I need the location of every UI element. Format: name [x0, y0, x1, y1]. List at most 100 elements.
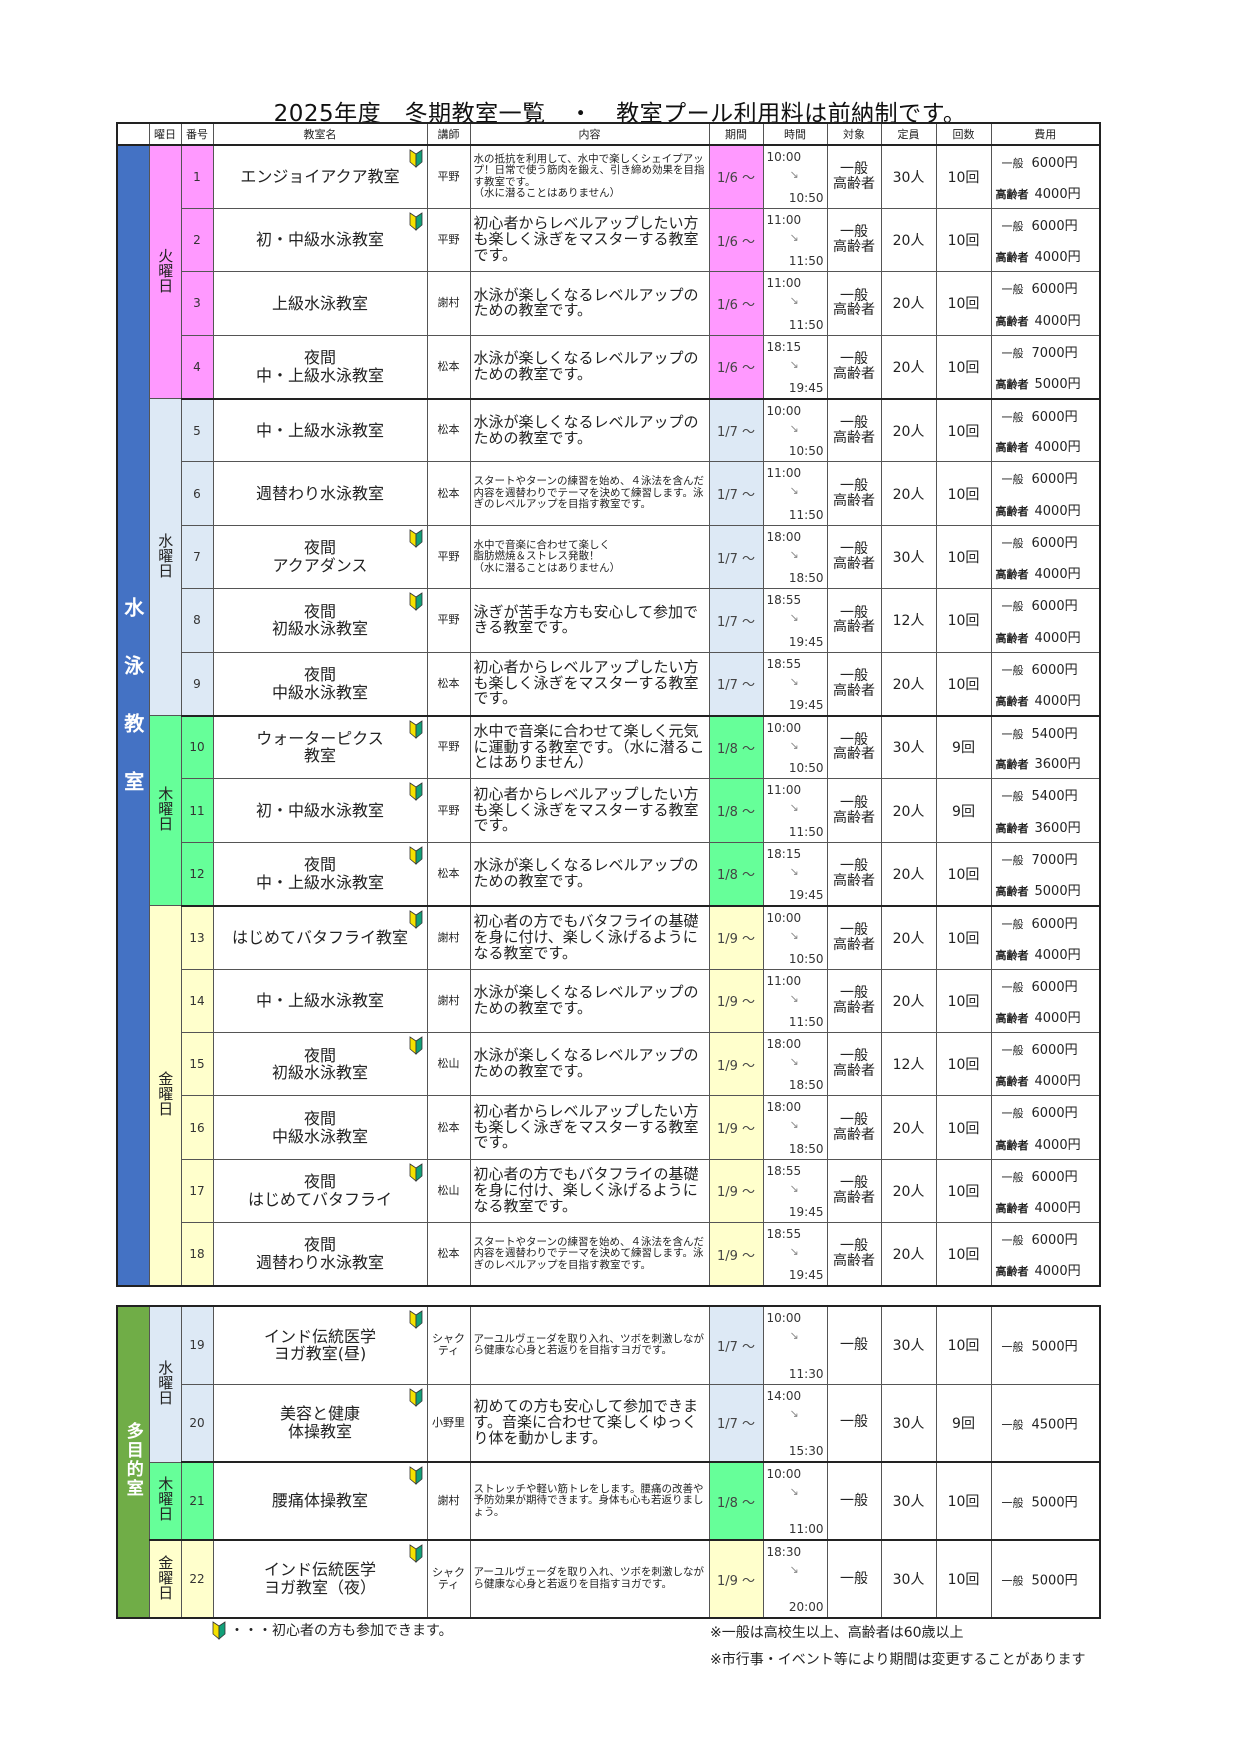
end-time: 19:45 — [788, 380, 824, 395]
target: 高齢者 — [833, 619, 875, 636]
fee-line: 高齢者 4000円 — [996, 500, 1081, 519]
class-row: 金曜日 22 インド伝統医学 ヨガ教室（夜） シャクティ アーユルヴェーダを取り入れ、ツ… — [117, 1539, 1101, 1619]
beginner-mark-icon — [409, 1310, 422, 1329]
teacher: 平野 — [426, 778, 471, 843]
class-row: 11 初・中級水泳教室 平野 初心者からレベルアップしたい方も楽しく泳ぎをマスターする… — [117, 778, 1101, 843]
class-number: 5 — [180, 398, 214, 463]
target: 一般 — [840, 1492, 868, 1509]
class-description: 水の抵抗を利用して、水中で楽しくシェイプアップ！日常で使う筋肉を鍛え、引き締め効… — [469, 144, 710, 209]
fee-amount: 6000円 — [1031, 1169, 1078, 1185]
class-description: 初めての方も安心して参加できます。音楽に合わせて楽しくゆっくり体を動かします。 — [469, 1383, 710, 1463]
target-cell: 一般 高齢者 — [826, 271, 882, 336]
header-blank — [117, 123, 149, 146]
start-time: 18:55 — [766, 656, 802, 671]
fee-line: 高齢者 5000円 — [996, 880, 1081, 899]
fee-label: 高齢者 — [995, 1265, 1029, 1279]
time-cell: 18:00 ↘ 18:50 — [762, 1095, 828, 1160]
fee-line: 高齢者 4000円 — [996, 563, 1081, 582]
fee-label: 高齢者 — [995, 251, 1029, 265]
start-time: 10:00 — [766, 910, 802, 925]
target-cell: 一般 高齢者 — [826, 1031, 882, 1097]
arrow-down-right-icon: ↘ — [789, 738, 799, 752]
class-row: 3 上級水泳教室 謝村 水泳が楽しくなるレベルアップのための教室です。 1/6 ～ 11:… — [117, 271, 1101, 336]
target-cell: 一般 — [826, 1383, 882, 1463]
target-cell: 一般 高齢者 — [826, 715, 882, 780]
target-cell: 一般 高齢者 — [826, 588, 882, 653]
teacher: 平野 — [426, 524, 471, 590]
fee-line: 一般 6000円 — [1002, 532, 1078, 551]
fee-amount: 6000円 — [1031, 409, 1078, 425]
day-label-cell: 火曜日 — [148, 144, 182, 400]
end-time: 18:50 — [788, 1141, 824, 1156]
fee-line: 一般 5400円 — [1002, 723, 1078, 742]
class-number: 2 — [180, 207, 214, 273]
class-name-cell: インド伝統医学 ヨガ教室（夜） — [212, 1539, 428, 1619]
end-time: 11:50 — [788, 824, 824, 839]
end-time: 11:50 — [788, 317, 824, 332]
fee-amount: 7000円 — [1031, 345, 1078, 361]
class-description: アーユルヴェーダを取り入れ、ツボを刺激しながら健康な心身と若返りを目指すヨガです… — [469, 1305, 710, 1385]
target: 高齢者 — [833, 302, 875, 319]
time-cell: 10:00 ↘ 10:50 — [762, 144, 828, 209]
end-time: 19:45 — [788, 1205, 824, 1220]
class-name: 夜間 中級水泳教室 — [271, 1108, 368, 1146]
class-row: 木曜日 10 ウォーターピクス 教室 平野 水中で音楽に合わせて楽しく元気に運動する教室… — [117, 715, 1101, 907]
fee-label: 高齢者 — [995, 694, 1029, 708]
session-count: 10回 — [935, 905, 992, 970]
class-row: 16 夜間 中級水泳教室 松本 初心者からレベルアップしたい方も楽しく泳ぎをマスターす… — [117, 1095, 1101, 1160]
end-time: 11:50 — [788, 1014, 824, 1029]
class-row: 18 夜間 週替わり水泳教室 松本 スタートやターンの練習を始め、４泳法を含んだ内容を… — [117, 1222, 1101, 1288]
class-name-cell: インド伝統医学 ヨガ教室(昼) — [212, 1305, 428, 1385]
teacher: 平野 — [426, 144, 471, 209]
fee-label: 高齢者 — [995, 948, 1029, 962]
class-name-cell: 初・中級水泳教室 — [212, 207, 428, 273]
end-time: 11:50 — [788, 507, 824, 522]
class-row: 7 夜間 アクアダンス 平野 水中で音楽に合わせて楽しく 脂肪燃焼＆ストレス発散！ （… — [117, 524, 1101, 590]
class-name-cell: 夜間 週替わり水泳教室 — [212, 1222, 428, 1288]
teacher: 松本 — [426, 461, 471, 526]
target: 高齢者 — [833, 365, 875, 382]
start-time: 11:00 — [766, 973, 802, 988]
fee-amount: 6000円 — [1031, 979, 1078, 995]
period: 1/9 ～ — [708, 1539, 764, 1619]
target: 高齢者 — [833, 1253, 875, 1270]
fee-cell: 一般 5000円 — [990, 1539, 1101, 1619]
fee-amount: 7000円 — [1031, 852, 1078, 868]
period: 1/7 ～ — [708, 651, 764, 717]
class-number: 20 — [180, 1383, 214, 1463]
time-cell: 11:00 ↘ 11:50 — [762, 778, 828, 843]
period: 1/7 ～ — [708, 588, 764, 653]
beginner-mark-icon — [409, 909, 422, 929]
teacher: 平野 — [426, 588, 471, 653]
target: 高齢者 — [833, 936, 875, 953]
time-cell: 18:15 ↘ 19:45 — [762, 334, 828, 400]
end-time: 19:45 — [788, 634, 824, 649]
capacity: 30人 — [880, 1305, 937, 1385]
capacity: 20人 — [880, 1222, 937, 1288]
beginner-mark-icon — [409, 149, 422, 168]
class-number: 8 — [180, 588, 214, 653]
start-time: 10:00 — [766, 403, 802, 418]
capacity: 12人 — [880, 1031, 937, 1097]
capacity: 20人 — [880, 968, 937, 1033]
session-count: 10回 — [935, 1305, 992, 1385]
fee-line: 一般 7000円 — [1002, 849, 1078, 868]
teacher: 松本 — [426, 1222, 471, 1288]
fee-amount: 4000円 — [1034, 313, 1081, 329]
multipurpose-schedule-table: 多目的室 水曜日 19 インド伝統医学 ヨガ教室(昼) シャクティ アーユルヴェーダを取り… — [116, 1305, 1101, 1619]
class-name: ウォーターピクス 教室 — [256, 728, 384, 766]
teacher: 謝村 — [426, 905, 471, 970]
end-time: 11:30 — [788, 1366, 824, 1381]
class-number: 17 — [180, 1158, 214, 1224]
class-name-cell: 夜間 中・上級水泳教室 — [212, 841, 428, 907]
class-name: インド伝統医学 ヨガ教室（夜） — [263, 1560, 376, 1597]
fee-label: 一般 — [1001, 663, 1024, 677]
session-count: 10回 — [935, 1539, 992, 1619]
class-description: スタートやターンの練習を始め、４泳法を含んだ内容を週替わりでテーマを決めて練習し… — [469, 1222, 710, 1288]
period: 1/6 ～ — [708, 334, 764, 400]
target: 一般 — [840, 1238, 868, 1255]
capacity: 30人 — [880, 524, 937, 590]
time-cell: 18:00 ↘ 18:50 — [762, 1031, 828, 1097]
class-name-cell: 中・上級水泳教室 — [212, 398, 428, 463]
fee-line: 高齢者 4000円 — [996, 310, 1081, 329]
